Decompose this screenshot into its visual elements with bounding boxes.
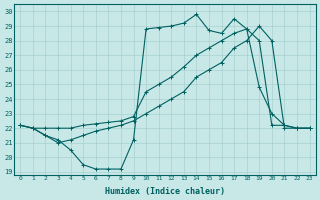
- X-axis label: Humidex (Indice chaleur): Humidex (Indice chaleur): [105, 187, 225, 196]
